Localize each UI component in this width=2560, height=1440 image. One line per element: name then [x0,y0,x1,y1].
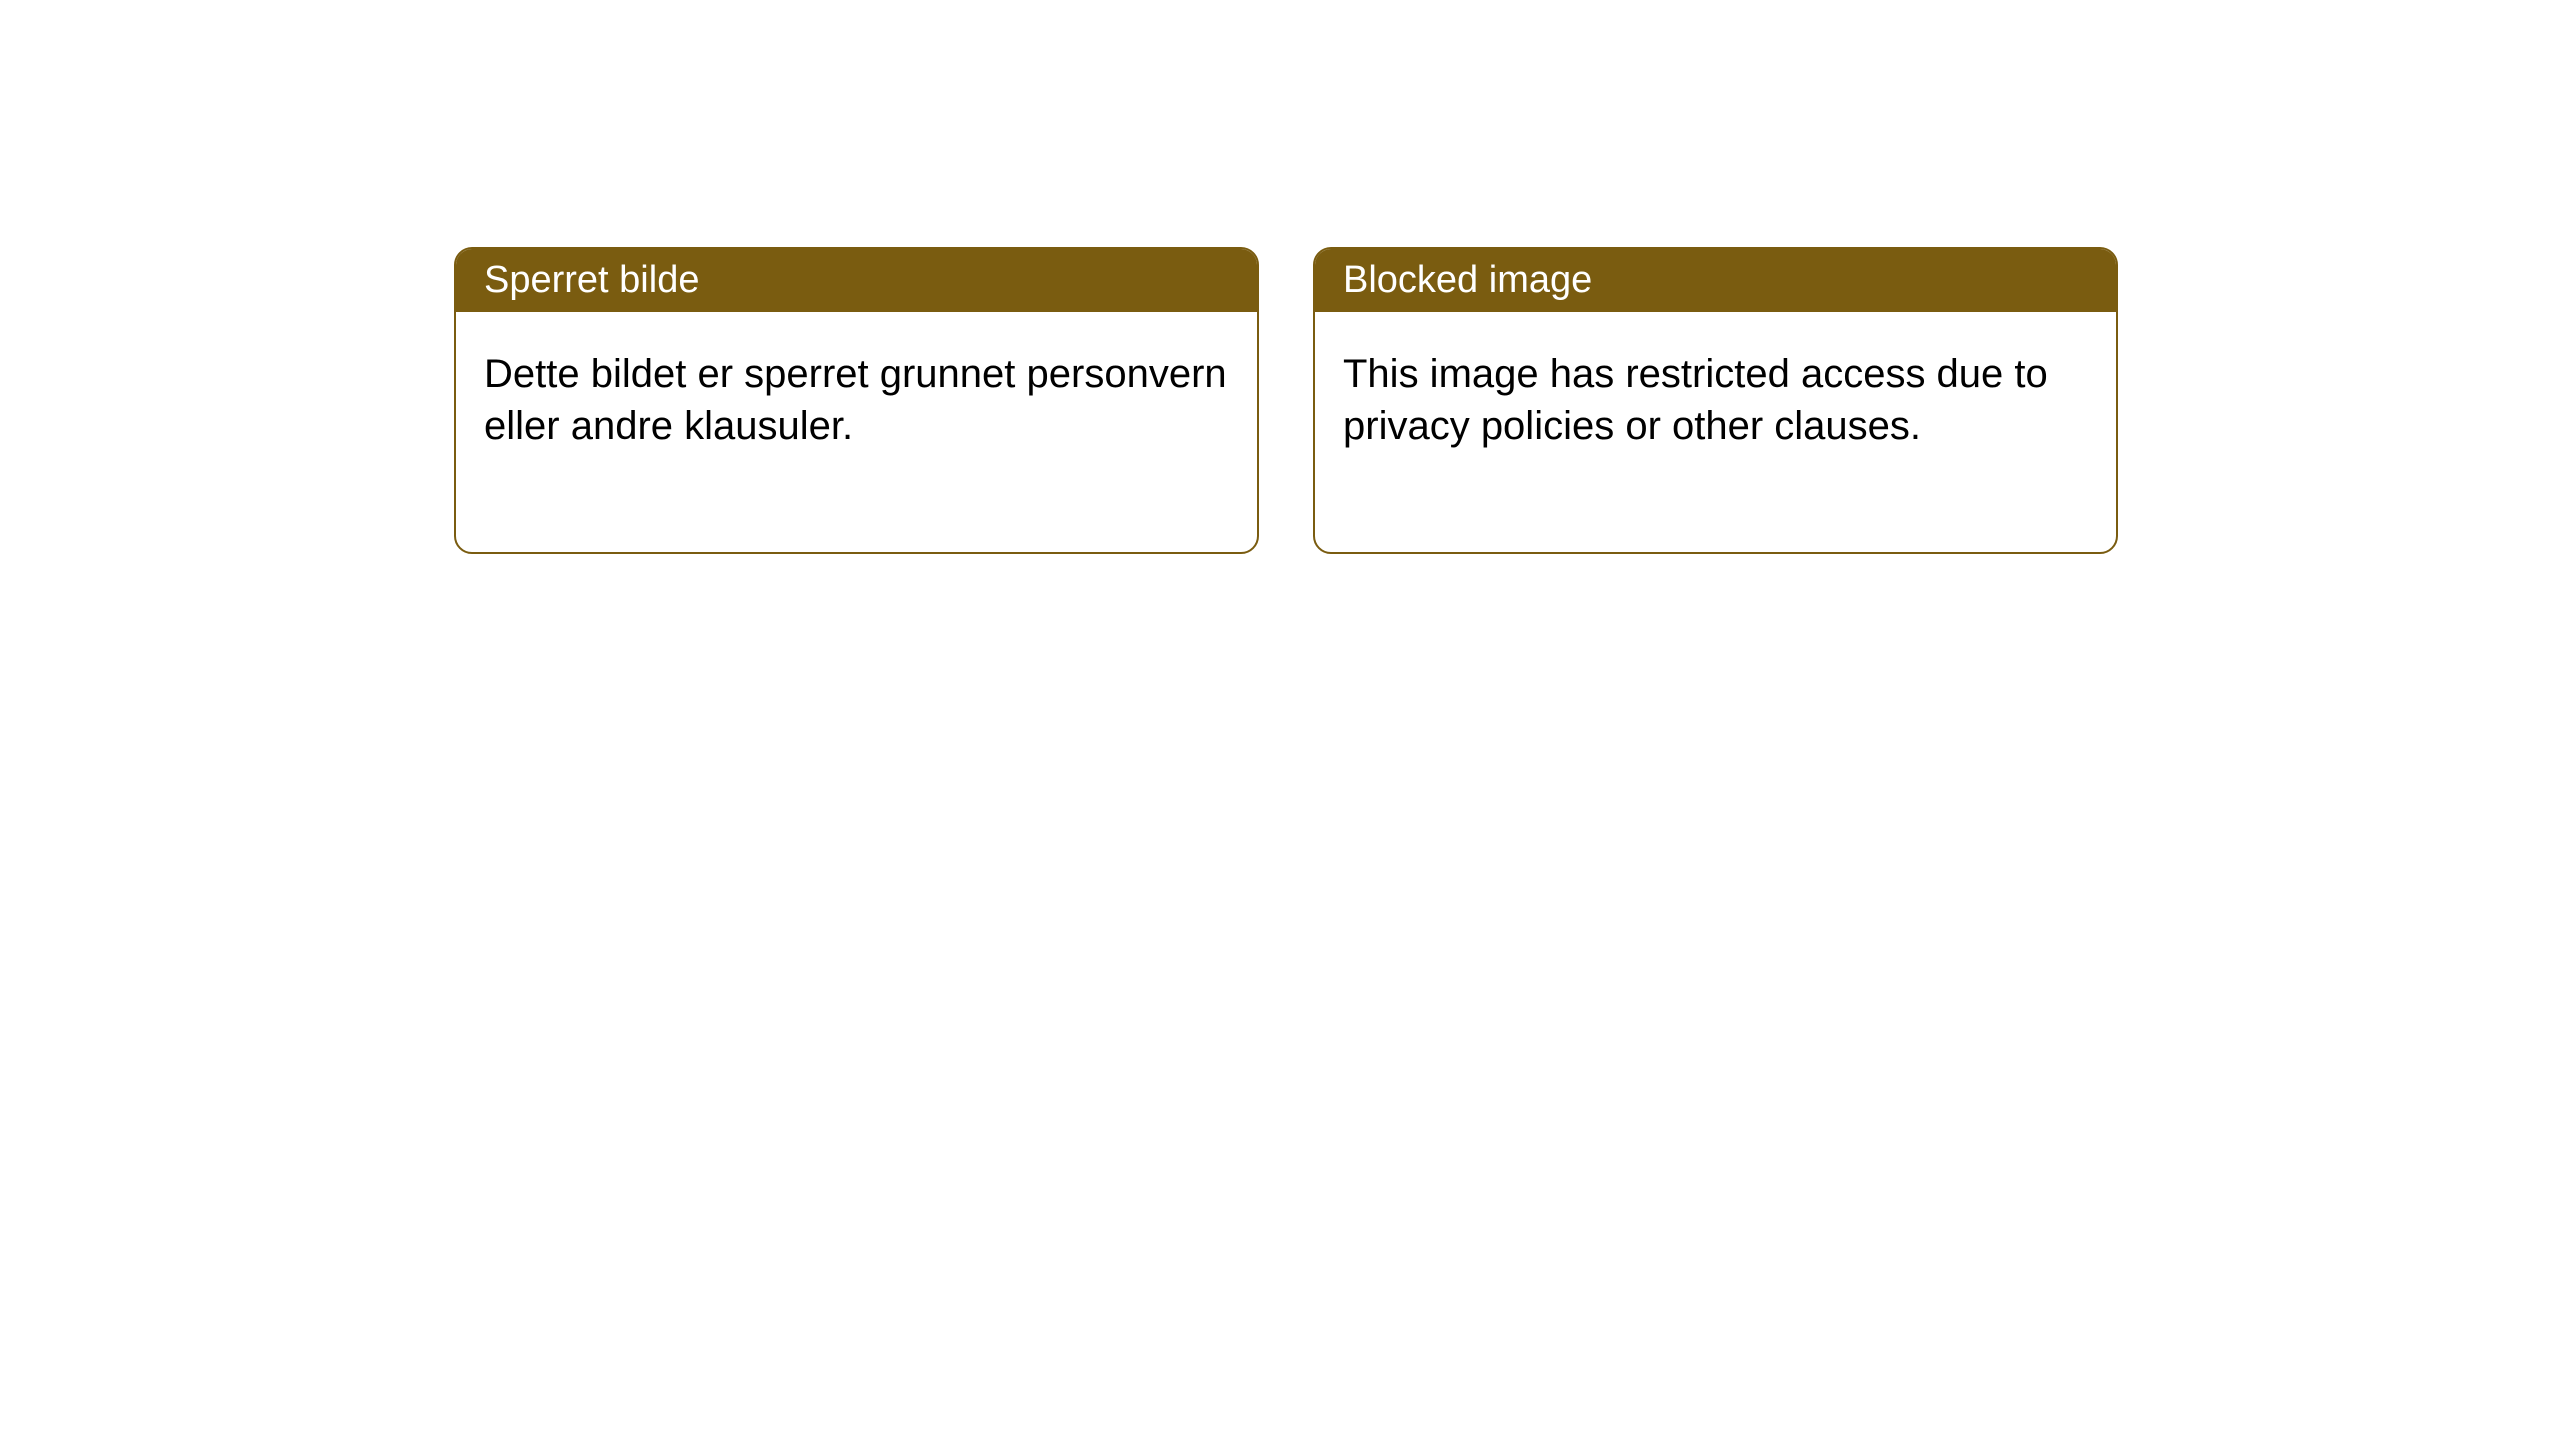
notice-card-norwegian: Sperret bilde Dette bildet er sperret gr… [454,247,1259,554]
notice-title: Sperret bilde [456,249,1257,312]
notice-card-english: Blocked image This image has restricted … [1313,247,2118,554]
notice-title: Blocked image [1315,249,2116,312]
notice-body: Dette bildet er sperret grunnet personve… [456,312,1257,552]
notice-container: Sperret bilde Dette bildet er sperret gr… [0,0,2560,554]
notice-body: This image has restricted access due to … [1315,312,2116,552]
